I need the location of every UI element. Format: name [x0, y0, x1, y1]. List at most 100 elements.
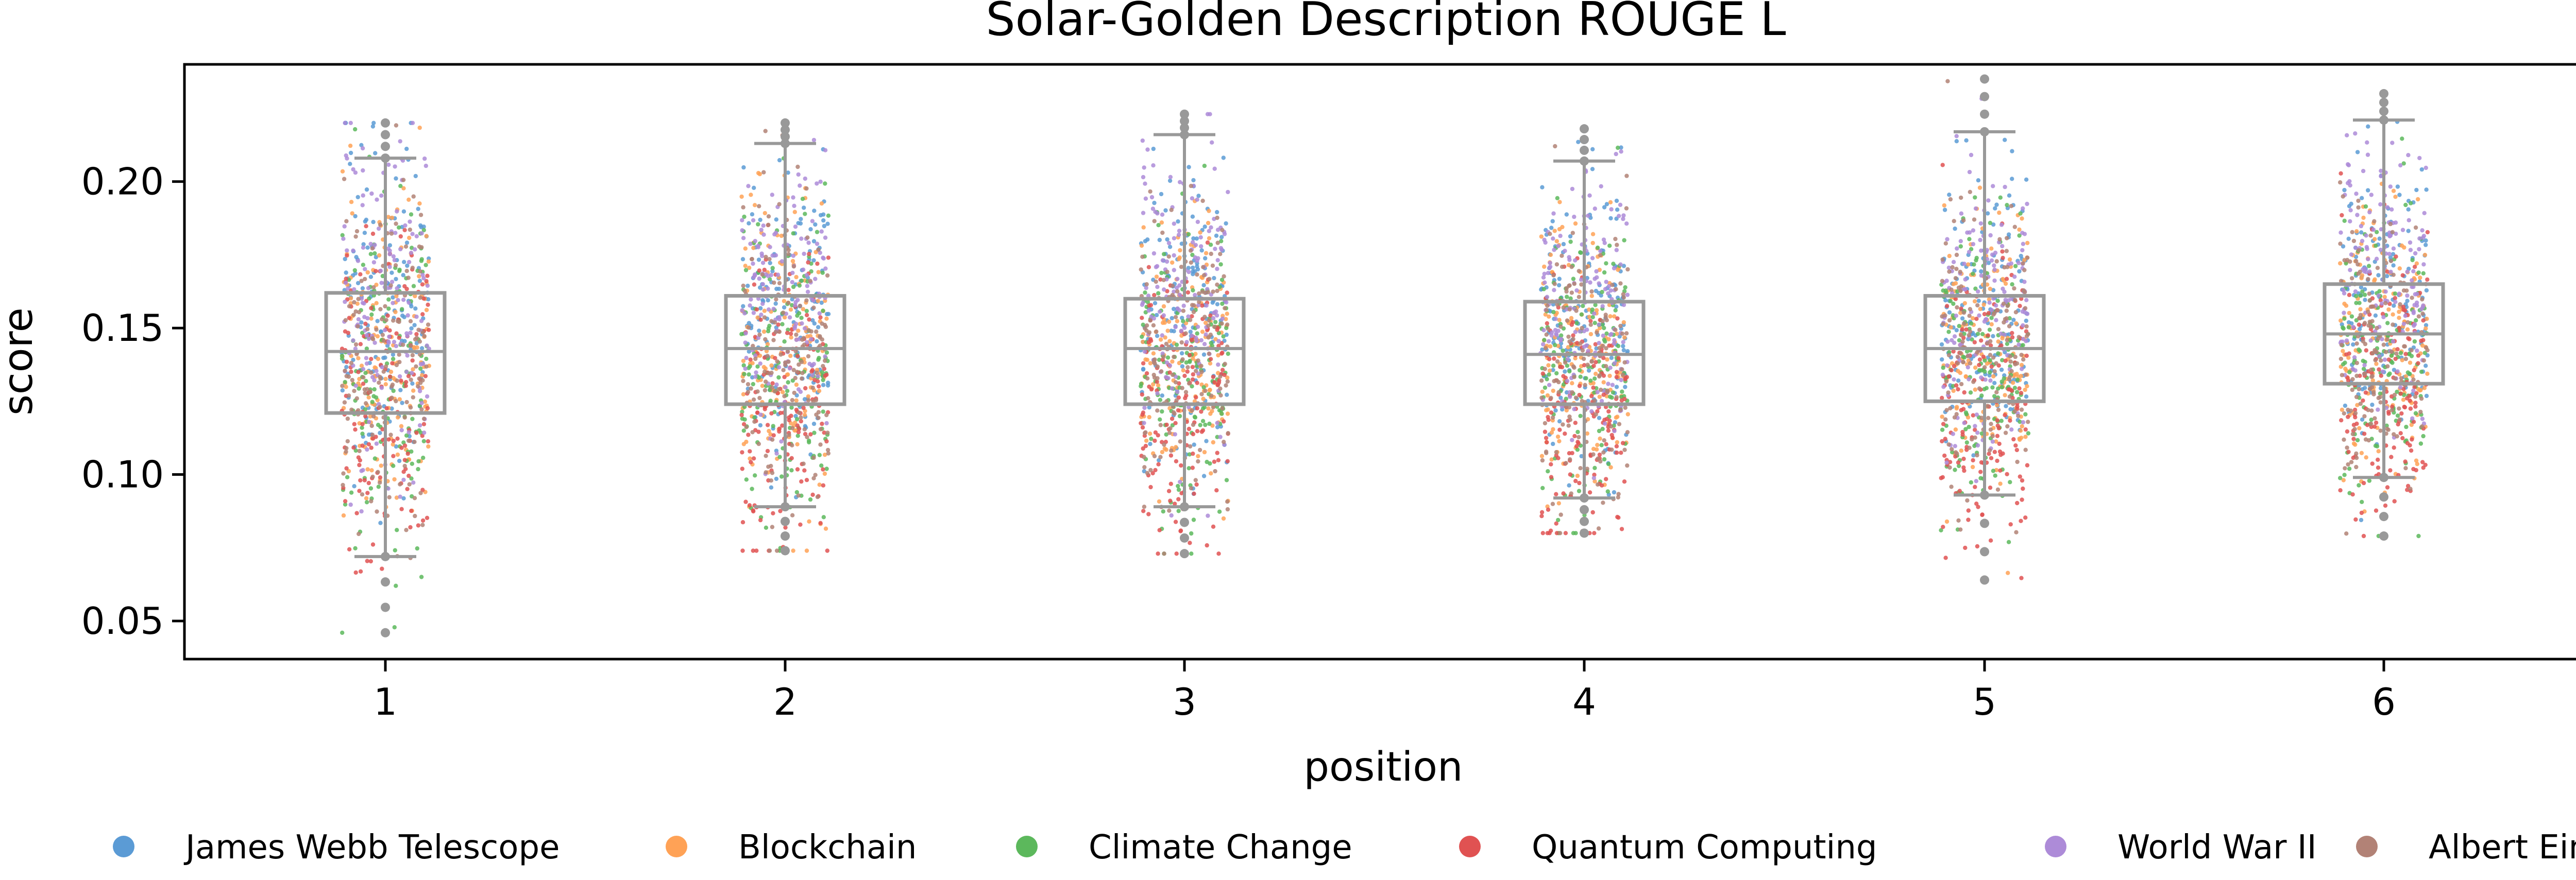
strip-point	[1576, 140, 1581, 144]
strip-point	[823, 358, 827, 363]
strip-point	[1577, 368, 1582, 373]
strip-point	[1186, 314, 1191, 319]
strip-point	[795, 164, 800, 169]
strip-point	[823, 181, 827, 186]
strip-point	[745, 283, 750, 288]
strip-point	[2024, 324, 2029, 329]
strip-point	[1597, 394, 1602, 399]
strip-point	[1218, 246, 1224, 251]
strip-point	[1212, 275, 1216, 281]
strip-point	[1573, 531, 1578, 536]
strip-point	[1172, 221, 1176, 226]
strip-point	[410, 232, 415, 236]
strip-point	[762, 211, 768, 216]
strip-point	[790, 297, 794, 302]
strip-point	[1570, 438, 1574, 442]
strip-point	[370, 375, 375, 379]
strip-point	[1568, 472, 1572, 477]
strip-point	[795, 467, 800, 472]
strip-point	[1570, 381, 1574, 386]
strip-point	[1975, 303, 1980, 308]
strip-point	[2397, 309, 2401, 314]
strip-point	[1608, 314, 1613, 319]
strip-point	[1618, 281, 1623, 286]
strip-point	[1150, 471, 1155, 476]
strip-point	[774, 548, 779, 553]
strip-point	[1972, 340, 1977, 344]
strip-point	[1601, 373, 1606, 378]
strip-point	[1151, 163, 1156, 168]
strip-point	[769, 319, 774, 323]
strip-point	[1582, 363, 1587, 368]
strip-point	[392, 258, 397, 263]
strip-point	[2421, 434, 2426, 439]
strip-point	[1566, 345, 1570, 350]
strip-point	[821, 377, 825, 383]
strip-point	[1992, 278, 1997, 283]
strip-point	[1597, 373, 1602, 378]
strip-point	[1973, 424, 1977, 428]
strip-point	[1145, 237, 1150, 242]
strip-point	[1943, 241, 1948, 246]
strip-point	[1202, 225, 1207, 229]
strip-point	[785, 389, 790, 393]
strip-point	[1225, 459, 1230, 463]
strip-point	[774, 286, 779, 291]
strip-point	[1998, 195, 2003, 200]
strip-point	[1553, 144, 1557, 149]
strip-point	[2363, 298, 2367, 302]
strip-point	[374, 269, 378, 273]
strip-point	[1554, 310, 1559, 315]
strip-point	[1169, 329, 1174, 333]
strip-point	[758, 412, 763, 417]
strip-point	[1585, 363, 1590, 367]
strip-point	[1224, 221, 1228, 226]
strip-point	[1565, 364, 1570, 368]
strip-point	[1568, 418, 1572, 422]
strip-point	[2002, 376, 2006, 381]
strip-point	[805, 289, 810, 294]
strip-point	[1180, 386, 1184, 390]
strip-point	[352, 287, 357, 292]
strip-point	[2025, 201, 2029, 206]
strip-point	[1178, 479, 1182, 484]
strip-point	[1208, 411, 1213, 416]
strip-point	[1953, 468, 1957, 472]
strip-point	[1542, 338, 1547, 342]
strip-point	[816, 247, 821, 252]
strip-point	[1185, 290, 1191, 295]
strip-point	[1960, 429, 1965, 435]
strip-point	[815, 241, 820, 246]
strip-point	[2023, 372, 2028, 377]
strip-point	[1549, 410, 1554, 415]
strip-point	[1614, 287, 1618, 291]
strip-point	[393, 309, 398, 315]
strip-point	[1141, 225, 1146, 230]
strip-point	[1217, 509, 1222, 514]
strip-point	[2376, 449, 2381, 454]
strip-point	[2364, 455, 2368, 460]
strip-point	[1198, 235, 1203, 240]
strip-point	[749, 297, 753, 302]
strip-point	[1608, 465, 1613, 470]
strip-point	[1606, 382, 1611, 386]
strip-point	[420, 330, 425, 335]
strip-point	[1973, 387, 1977, 392]
strip-point	[370, 433, 375, 437]
strip-point	[368, 414, 372, 419]
strip-point	[341, 236, 346, 241]
strip-point	[819, 463, 824, 468]
strip-point	[1218, 374, 1223, 379]
strip-point	[2014, 390, 2020, 394]
strip-point	[1994, 318, 1998, 322]
strip-point	[1196, 358, 1200, 363]
strip-point	[1963, 374, 1968, 379]
strip-point	[369, 468, 374, 473]
strip-point	[1216, 458, 1221, 462]
strip-point	[1606, 337, 1611, 341]
strip-point	[1195, 381, 1199, 385]
strip-point	[1226, 431, 1230, 436]
strip-point	[1205, 240, 1210, 245]
strip-point	[386, 297, 391, 302]
strip-point	[1619, 398, 1624, 403]
